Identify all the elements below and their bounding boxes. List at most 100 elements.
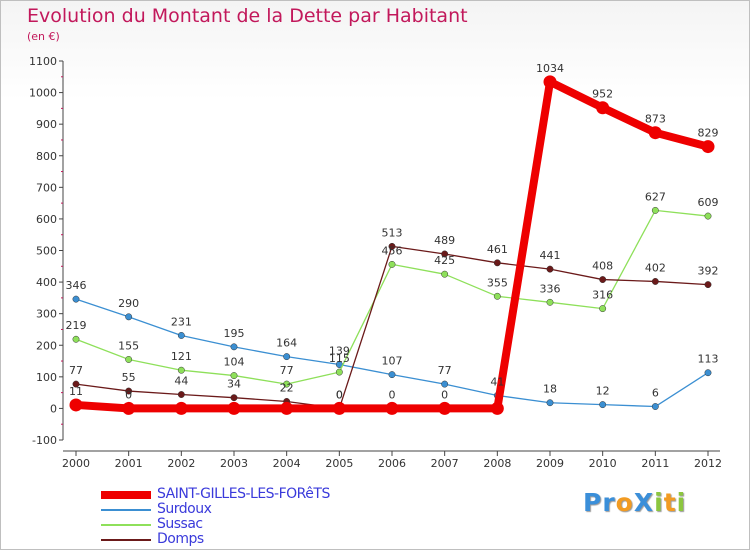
y-tick-label: 0 <box>50 402 57 415</box>
data-point-sussac <box>283 380 291 388</box>
data-label-surdoux: 77 <box>438 364 452 377</box>
data-point-sussac <box>704 212 712 220</box>
data-point-sussac <box>125 356 133 363</box>
x-tick-label: 2012 <box>694 457 722 470</box>
data-label-saint-gilles-les-for-ts: 0 <box>125 388 132 401</box>
legend-label-domps: Domps <box>157 531 204 547</box>
data-point-sussac <box>230 372 238 380</box>
data-label-sussac: 456 <box>382 244 403 257</box>
data-label-saint-gilles-les-for-ts: 952 <box>592 88 613 101</box>
data-label-sussac: 121 <box>171 350 192 363</box>
data-point-surdoux <box>599 401 607 409</box>
data-point-saint-gilles-les-for-ts <box>385 401 399 415</box>
data-point-sussac <box>493 292 501 300</box>
data-point-domps <box>704 281 712 289</box>
data-label-domps: 55 <box>122 371 136 384</box>
logo-letter: X <box>633 488 655 517</box>
data-point-surdoux <box>441 380 449 388</box>
legend-label-sussac: Sussac <box>157 516 203 532</box>
x-tick-label: 2010 <box>589 457 617 470</box>
data-point-domps <box>599 276 607 284</box>
data-point-domps <box>125 387 133 395</box>
data-label-domps: 441 <box>540 249 561 262</box>
x-tick-label: 2005 <box>325 457 353 470</box>
data-point-saint-gilles-les-for-ts <box>227 401 241 415</box>
data-label-saint-gilles-les-for-ts: 11 <box>69 385 83 398</box>
data-point-domps <box>72 380 80 388</box>
y-tick-label: 100 <box>36 371 57 384</box>
data-point-saint-gilles-les-for-ts <box>438 401 452 415</box>
data-point-saint-gilles-les-for-ts <box>332 401 346 415</box>
logo-letter: o <box>615 488 634 517</box>
data-label-domps: 22 <box>280 381 294 394</box>
x-tick-label: 2006 <box>378 457 406 470</box>
data-point-domps <box>388 242 396 250</box>
data-point-surdoux <box>125 313 133 321</box>
data-point-saint-gilles-les-for-ts <box>490 401 504 415</box>
data-label-surdoux: 290 <box>118 297 139 310</box>
data-label-domps: 513 <box>382 226 403 239</box>
legend-swatch-domps <box>101 538 151 541</box>
data-label-domps: 461 <box>487 243 508 256</box>
x-tick-label: 2008 <box>483 457 511 470</box>
data-point-saint-gilles-les-for-ts <box>69 398 83 412</box>
y-tick-label: 900 <box>36 118 57 131</box>
data-point-domps <box>493 259 501 267</box>
data-point-surdoux <box>546 399 554 407</box>
data-point-surdoux <box>72 295 80 303</box>
data-label-surdoux: 164 <box>276 337 297 350</box>
data-point-saint-gilles-les-for-ts <box>543 75 557 89</box>
data-point-saint-gilles-les-for-ts <box>174 401 188 415</box>
data-label-domps: 0 <box>336 388 343 401</box>
legend-swatch-saint-gilles-les-for-ts <box>101 490 151 499</box>
data-label-sussac: 77 <box>280 364 294 377</box>
data-label-domps: 392 <box>698 265 719 278</box>
y-tick-label: 1000 <box>29 87 57 100</box>
data-point-sussac <box>388 260 396 268</box>
data-label-sussac: 316 <box>592 289 613 302</box>
data-point-domps <box>441 250 449 258</box>
logo-letter: i <box>676 488 687 517</box>
data-point-surdoux <box>704 369 712 377</box>
logo-letter: P <box>583 488 603 517</box>
data-label-surdoux: 12 <box>596 385 610 398</box>
legend-swatch-surdoux <box>101 508 151 511</box>
data-point-domps <box>177 391 185 398</box>
data-label-surdoux: 107 <box>382 355 403 368</box>
x-tick-label: 2011 <box>641 457 669 470</box>
data-label-surdoux: 231 <box>171 315 192 328</box>
logo-letter: t <box>663 488 677 517</box>
legend-swatch-sussac <box>101 523 151 526</box>
data-point-saint-gilles-les-for-ts <box>648 126 662 140</box>
data-label-saint-gilles-les-for-ts: 0 <box>389 388 396 401</box>
y-tick-label: -100 <box>32 434 57 447</box>
data-label-saint-gilles-les-for-ts: 0 <box>441 388 448 401</box>
data-point-saint-gilles-les-for-ts <box>596 101 610 115</box>
data-point-sussac <box>72 335 80 343</box>
x-tick-label: 2009 <box>536 457 564 470</box>
data-point-domps <box>651 278 659 285</box>
data-point-domps <box>546 265 554 273</box>
y-tick-label: 800 <box>36 150 57 163</box>
data-point-sussac <box>441 270 449 278</box>
data-point-surdoux <box>230 343 238 351</box>
data-label-surdoux: 113 <box>698 353 719 366</box>
x-tick-label: 2000 <box>62 457 90 470</box>
data-point-surdoux <box>388 371 396 379</box>
data-label-sussac: 219 <box>66 319 87 332</box>
data-label-sussac: 104 <box>224 356 245 369</box>
y-tick-label: 700 <box>36 181 57 194</box>
logo-letter: i <box>654 488 664 517</box>
data-point-domps <box>230 394 238 402</box>
data-point-saint-gilles-les-for-ts <box>280 401 294 415</box>
data-label-saint-gilles-les-for-ts: 0 <box>336 388 343 401</box>
data-label-surdoux: 18 <box>543 383 557 396</box>
x-tick-label: 2004 <box>273 457 301 470</box>
data-point-saint-gilles-les-for-ts <box>701 140 715 154</box>
data-point-surdoux <box>651 403 659 410</box>
y-tick-label: 600 <box>36 213 57 226</box>
y-tick-label: 300 <box>36 308 57 321</box>
legend-label-saint-gilles-les-for-ts: SAINT-GILLES-LES-FORêTS <box>157 486 330 502</box>
data-point-saint-gilles-les-for-ts <box>122 401 136 415</box>
